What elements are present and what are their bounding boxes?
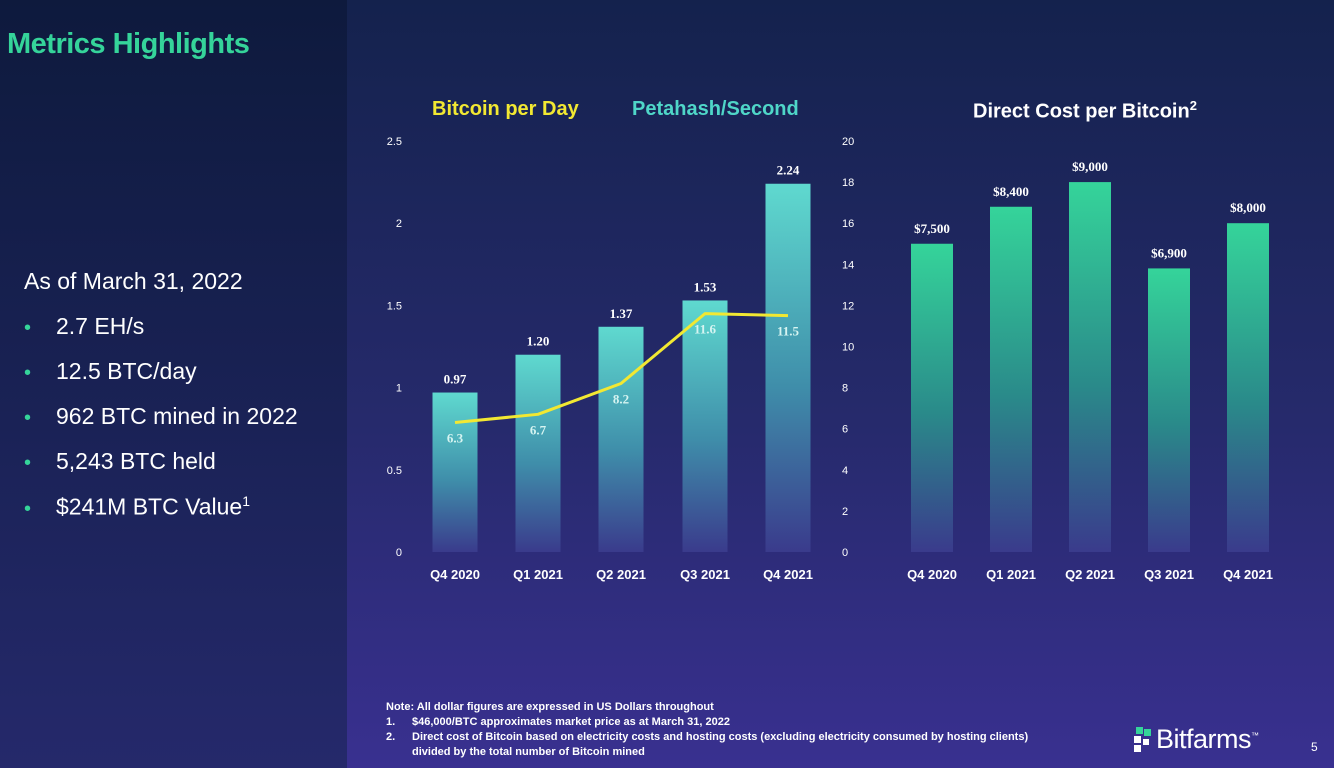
- y-left-tick-label: 2: [396, 218, 402, 230]
- bitfarms-logo-icon: [1134, 726, 1151, 752]
- bar-value-label: $8,400: [993, 184, 1029, 199]
- bar-value-label: 2.24: [777, 163, 800, 178]
- x-category-label: Q4 2021: [763, 567, 813, 582]
- x-category-label: Q2 2021: [1065, 567, 1115, 582]
- line-value-label: 11.6: [694, 322, 717, 337]
- list-item: • 12.5 BTC/day: [24, 358, 298, 403]
- bar-value-label: 1.37: [610, 306, 633, 321]
- metric-text: $241M BTC Value: [56, 493, 243, 520]
- note-item: 1. $46,000/BTC approximates market price …: [386, 715, 1028, 730]
- y-right-tick-label: 2: [842, 506, 848, 518]
- y-left-tick-label: 1: [396, 383, 402, 395]
- note-text: $46,000/BTC approximates market price as…: [412, 716, 730, 728]
- y-right-tick-label: 8: [842, 383, 848, 395]
- line-value-label: 8.2: [613, 391, 629, 406]
- footnotes: Note: All dollar figures are expressed i…: [386, 700, 1028, 760]
- line-value-label: 6.3: [447, 431, 464, 446]
- bar-value-label: $7,500: [914, 221, 950, 236]
- bitcoin-per-day-bar: [682, 300, 728, 552]
- note-main: Note: All dollar figures are expressed i…: [386, 701, 714, 713]
- direct-cost-title-text: Direct Cost per Bitcoin: [973, 100, 1190, 123]
- note-number: [386, 745, 412, 760]
- logo-wordmark: Bitfarms: [1156, 724, 1252, 754]
- line-value-label: 11.5: [777, 324, 800, 339]
- bullet-icon: •: [24, 452, 32, 474]
- note-text: divided by the total number of Bitcoin m…: [412, 746, 645, 758]
- bitcoin-per-day-bar: [515, 354, 561, 552]
- as-of-date: As of March 31, 2022: [24, 268, 243, 294]
- direct-cost-bar: [911, 243, 953, 552]
- note-text: Direct cost of Bitcoin based on electric…: [412, 731, 1029, 743]
- line-value-label: 6.7: [530, 422, 547, 437]
- x-category-label: Q4 2020: [907, 567, 957, 582]
- legend-petahash-second: Petahash/Second: [632, 98, 799, 120]
- direct-cost-bar: [1069, 182, 1111, 552]
- left-panel: [0, 0, 347, 768]
- metric-text: 2.7 EH/s: [56, 313, 145, 339]
- bitcoin-per-day-bar: [765, 183, 811, 552]
- y-right-tick-label: 10: [842, 342, 854, 354]
- bitcoin-per-day-bar: [432, 392, 478, 552]
- y-left-tick-label: 0.5: [387, 465, 402, 477]
- y-right-tick-label: 16: [842, 218, 854, 230]
- bar-value-label: $8,000: [1230, 200, 1266, 215]
- y-left-tick-label: 0: [396, 547, 402, 559]
- bitfarms-logo: Bitfarms™: [1132, 724, 1259, 755]
- bullet-icon: •: [24, 497, 32, 520]
- y-right-tick-label: 6: [842, 424, 848, 436]
- note-item: 2. Direct cost of Bitcoin based on electr…: [386, 730, 1028, 745]
- note-item: divided by the total number of Bitcoin m…: [386, 745, 1028, 760]
- list-item: • $241M BTC Value1: [24, 493, 298, 538]
- x-category-label: Q3 2021: [1144, 567, 1194, 582]
- metric-text: 12.5 BTC/day: [56, 358, 197, 384]
- metric-text: 5,243 BTC held: [56, 448, 216, 474]
- page-number: 5: [1311, 740, 1318, 754]
- bar-value-label: $6,900: [1151, 245, 1187, 260]
- direct-cost-bar: [990, 206, 1032, 552]
- y-left-tick-label: 1.5: [387, 300, 402, 312]
- metrics-list: • 2.7 EH/s • 12.5 BTC/day • 962 BTC mined i…: [24, 313, 298, 538]
- direct-cost-bar: [1148, 268, 1190, 552]
- x-category-label: Q4 2021: [1223, 567, 1273, 582]
- footnote-ref: 1: [242, 493, 251, 509]
- x-category-label: Q1 2021: [513, 567, 563, 582]
- list-item: • 2.7 EH/s: [24, 313, 298, 358]
- x-category-label: Q1 2021: [986, 567, 1036, 582]
- trademark: ™: [1251, 731, 1259, 740]
- list-item: • 5,243 BTC held: [24, 448, 298, 493]
- note-number: 2.: [386, 731, 396, 743]
- page-title: Metrics Highlights: [7, 28, 250, 60]
- bar-value-label: 1.53: [694, 279, 717, 294]
- y-left-tick-label: 2.5: [387, 136, 402, 148]
- y-right-tick-label: 18: [842, 177, 854, 189]
- bar-value-label: 1.20: [527, 334, 550, 349]
- petahash-line: [454, 312, 789, 425]
- y-right-tick-label: 14: [842, 259, 854, 271]
- y-right-tick-label: 4: [842, 465, 848, 477]
- legend-bitcoin-per-day: Bitcoin per Day: [432, 98, 579, 120]
- chart-title-direct-cost: Direct Cost per Bitcoin2: [973, 98, 1197, 124]
- list-item: • 962 BTC mined in 2022: [24, 403, 298, 448]
- bar-value-label: 0.97: [444, 372, 467, 387]
- bar-value-label: $9,000: [1072, 159, 1108, 174]
- y-right-tick-label: 12: [842, 300, 854, 312]
- x-category-label: Q2 2021: [596, 567, 646, 582]
- y-right-tick-label: 0: [842, 547, 848, 559]
- bullet-icon: •: [24, 407, 32, 429]
- bullet-icon: •: [24, 362, 32, 384]
- bitcoin-per-day-bar: [598, 326, 644, 552]
- logo-text: Bitfarms™: [1156, 724, 1259, 755]
- metric-text: 962 BTC mined in 2022: [56, 403, 298, 429]
- x-category-label: Q4 2020: [430, 567, 480, 582]
- x-category-label: Q3 2021: [680, 567, 730, 582]
- y-right-tick-label: 20: [842, 136, 854, 148]
- bullet-icon: •: [24, 317, 32, 339]
- note-number: 1.: [386, 716, 396, 728]
- direct-cost-bar: [1227, 223, 1269, 552]
- footnote-ref: 2: [1189, 98, 1197, 113]
